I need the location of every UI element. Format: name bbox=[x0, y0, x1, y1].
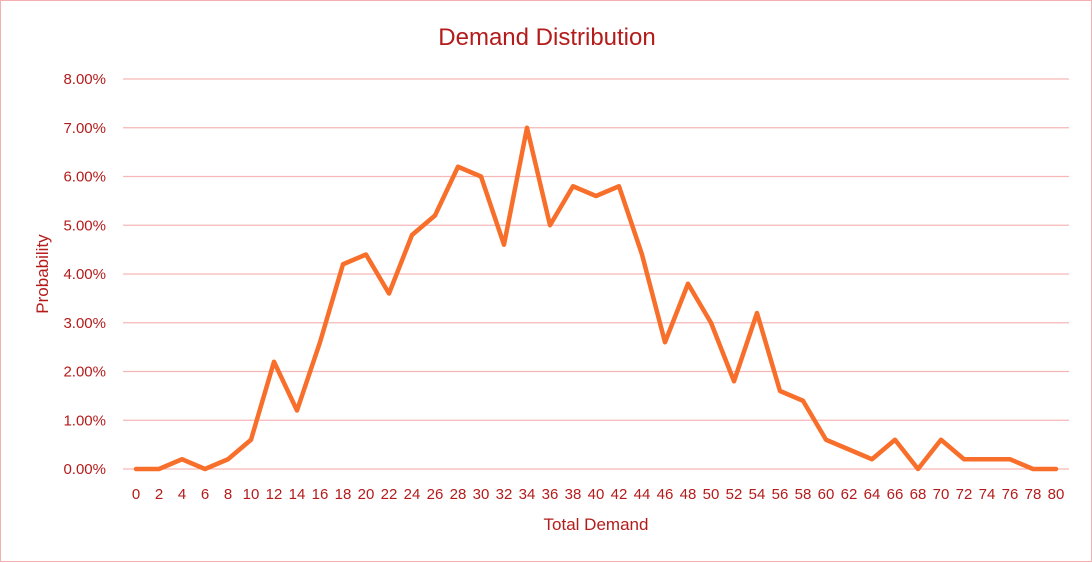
x-tick-label: 50 bbox=[703, 486, 720, 503]
series-line bbox=[133, 125, 1059, 472]
x-tick-label: 80 bbox=[1048, 486, 1065, 503]
x-tick-label: 20 bbox=[358, 486, 375, 503]
x-tick-label: 4 bbox=[178, 486, 186, 503]
x-tick-label: 12 bbox=[266, 486, 283, 503]
x-tick-label: 2 bbox=[155, 486, 163, 503]
y-tick-label: 8.00% bbox=[63, 71, 106, 88]
x-tick-label: 46 bbox=[657, 486, 674, 503]
x-tick-label: 68 bbox=[910, 486, 927, 503]
series-line-group bbox=[133, 125, 1059, 472]
y-tick-label: 7.00% bbox=[63, 120, 106, 137]
x-axis-title: Total Demand bbox=[544, 515, 649, 534]
x-tick-label: 28 bbox=[450, 486, 467, 503]
x-tick-label: 8 bbox=[224, 486, 232, 503]
x-tick-label: 18 bbox=[335, 486, 352, 503]
y-tick-labels: 0.00% 1.00% 2.00% 3.00% 4.00% 5.00% 6.00% 7.00%… bbox=[63, 71, 106, 478]
y-tick-label: 5.00% bbox=[63, 217, 106, 234]
x-tick-label: 74 bbox=[979, 486, 996, 503]
x-tick-label: 66 bbox=[887, 486, 904, 503]
x-tick-label: 22 bbox=[381, 486, 398, 503]
x-tick-label: 56 bbox=[772, 486, 789, 503]
x-tick-label: 32 bbox=[496, 486, 513, 503]
x-tick-label: 62 bbox=[841, 486, 858, 503]
x-tick-label: 34 bbox=[519, 486, 536, 503]
x-tick-label: 26 bbox=[427, 486, 444, 503]
x-tick-label: 40 bbox=[588, 486, 605, 503]
y-tick-label: 4.00% bbox=[63, 266, 106, 283]
y-tick-label: 6.00% bbox=[63, 169, 106, 186]
y-axis-title: Probability bbox=[33, 234, 52, 314]
y-tick-label: 1.00% bbox=[63, 412, 106, 429]
x-tick-label: 24 bbox=[404, 486, 421, 503]
x-tick-label: 16 bbox=[312, 486, 329, 503]
x-tick-label: 30 bbox=[473, 486, 490, 503]
x-tick-label: 48 bbox=[680, 486, 697, 503]
y-tick-label: 0.00% bbox=[63, 461, 106, 478]
x-tick-label: 70 bbox=[933, 486, 950, 503]
gridlines bbox=[123, 78, 1069, 470]
x-tick-label: 36 bbox=[542, 486, 559, 503]
x-tick-label: 72 bbox=[956, 486, 973, 503]
chart-title: Demand Distribution bbox=[438, 24, 655, 51]
x-tick-label: 54 bbox=[749, 486, 766, 503]
x-tick-label: 58 bbox=[795, 486, 812, 503]
x-tick-label: 42 bbox=[611, 486, 628, 503]
x-tick-label: 38 bbox=[565, 486, 582, 503]
x-tick-label: 52 bbox=[726, 486, 743, 503]
x-tick-label: 0 bbox=[132, 486, 140, 503]
x-tick-label: 78 bbox=[1025, 486, 1042, 503]
x-tick-label: 60 bbox=[818, 486, 835, 503]
x-tick-label: 44 bbox=[634, 486, 651, 503]
x-tick-label: 14 bbox=[289, 486, 306, 503]
y-tick-label: 2.00% bbox=[63, 364, 106, 381]
x-tick-label: 6 bbox=[201, 486, 209, 503]
x-tick-label: 64 bbox=[864, 486, 881, 503]
x-tick-labels: 0 2 4 6 8 10 12 14 16 18 20 22 24 26 28 30 32 34 36 38 40 42 4… bbox=[132, 486, 1065, 503]
x-tick-label: 10 bbox=[243, 486, 260, 503]
y-tick-label: 3.00% bbox=[63, 315, 106, 332]
x-tick-label: 76 bbox=[1002, 486, 1019, 503]
